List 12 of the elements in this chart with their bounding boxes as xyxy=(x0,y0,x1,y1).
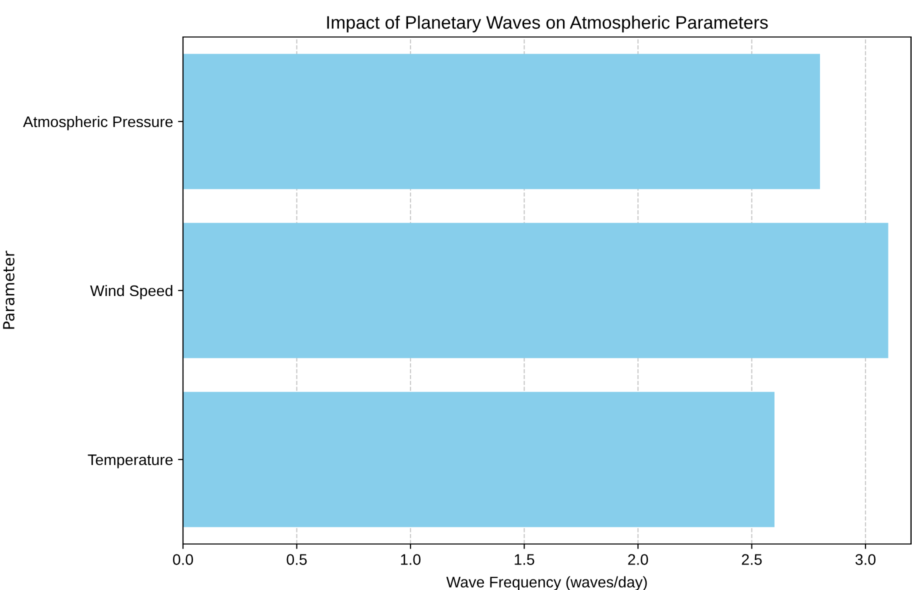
x-tick-label: 2.0 xyxy=(628,554,648,565)
x-tick-label: 1.0 xyxy=(401,554,421,565)
x-tick-label: 0.0 xyxy=(172,554,194,565)
chart-title: Impact of Planetary Waves on Atmospheric Parameters xyxy=(327,16,768,32)
y-tick-label: Temperature xyxy=(88,454,173,468)
x-tick-label: 3.0 xyxy=(855,554,876,565)
y-tick-label: Atmospheric Pressure xyxy=(23,116,173,130)
y-axis-title: Parameter xyxy=(3,250,14,329)
x-tick-label: 2.5 xyxy=(742,554,762,565)
y-tick-label: Wind Speed xyxy=(90,284,172,300)
x-tick-label: 1.5 xyxy=(514,554,534,565)
x-tick-label: 0.5 xyxy=(286,554,307,565)
